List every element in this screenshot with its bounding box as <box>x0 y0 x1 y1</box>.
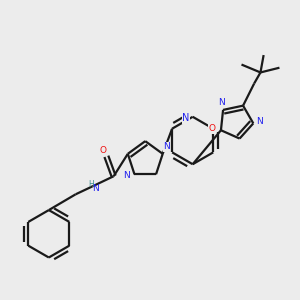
Text: N: N <box>182 113 189 123</box>
Text: H: H <box>88 180 94 189</box>
Text: O: O <box>99 146 106 155</box>
Text: N: N <box>256 117 263 126</box>
Text: N: N <box>92 184 99 194</box>
Text: N: N <box>123 171 130 180</box>
Text: O: O <box>208 124 216 133</box>
Text: N: N <box>218 98 225 106</box>
Text: N: N <box>163 142 170 152</box>
